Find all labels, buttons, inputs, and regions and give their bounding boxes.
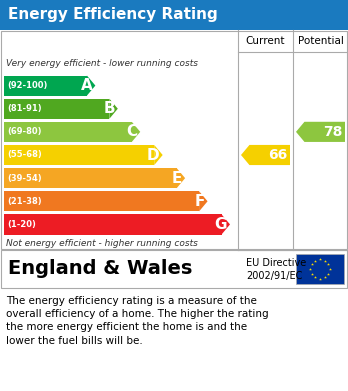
Bar [4, 168, 177, 188]
Text: B: B [103, 101, 115, 116]
Text: C: C [126, 124, 137, 139]
Text: 66: 66 [268, 148, 287, 162]
Text: Current: Current [246, 36, 285, 46]
Polygon shape [177, 168, 185, 188]
Bar [0, 0, 348, 30]
Text: (92-100): (92-100) [7, 81, 47, 90]
Polygon shape [222, 214, 230, 235]
Bar [1, 31, 347, 249]
Polygon shape [109, 99, 118, 119]
Polygon shape [132, 122, 140, 142]
Bar [296, 254, 344, 284]
Bar [4, 214, 222, 235]
Bar [4, 145, 154, 165]
Polygon shape [87, 75, 95, 96]
Text: EU Directive: EU Directive [246, 258, 306, 268]
Text: A: A [81, 78, 92, 93]
Polygon shape [154, 145, 163, 165]
Text: (39-54): (39-54) [7, 174, 42, 183]
Text: (1-20): (1-20) [7, 220, 36, 229]
Polygon shape [296, 122, 345, 142]
Bar [1, 250, 347, 288]
Text: D: D [147, 147, 160, 163]
Text: (21-38): (21-38) [7, 197, 42, 206]
Text: (69-80): (69-80) [7, 127, 41, 136]
Text: G: G [214, 217, 227, 232]
Text: 78: 78 [323, 125, 342, 139]
Text: (81-91): (81-91) [7, 104, 42, 113]
Text: The energy efficiency rating is a measure of the
overall efficiency of a home. T: The energy efficiency rating is a measur… [6, 296, 269, 346]
Bar [4, 191, 199, 212]
Text: Potential: Potential [298, 36, 343, 46]
Text: (55-68): (55-68) [7, 151, 42, 160]
Polygon shape [241, 145, 290, 165]
Text: Very energy efficient - lower running costs: Very energy efficient - lower running co… [6, 59, 198, 68]
Text: E: E [172, 170, 182, 186]
Bar [4, 99, 109, 119]
Text: England & Wales: England & Wales [8, 260, 192, 278]
Polygon shape [199, 191, 207, 212]
Text: Not energy efficient - higher running costs: Not energy efficient - higher running co… [6, 239, 198, 248]
Text: Energy Efficiency Rating: Energy Efficiency Rating [8, 7, 218, 23]
Bar [4, 122, 132, 142]
Text: F: F [194, 194, 205, 209]
Text: 2002/91/EC: 2002/91/EC [246, 271, 302, 281]
Bar [4, 75, 87, 96]
